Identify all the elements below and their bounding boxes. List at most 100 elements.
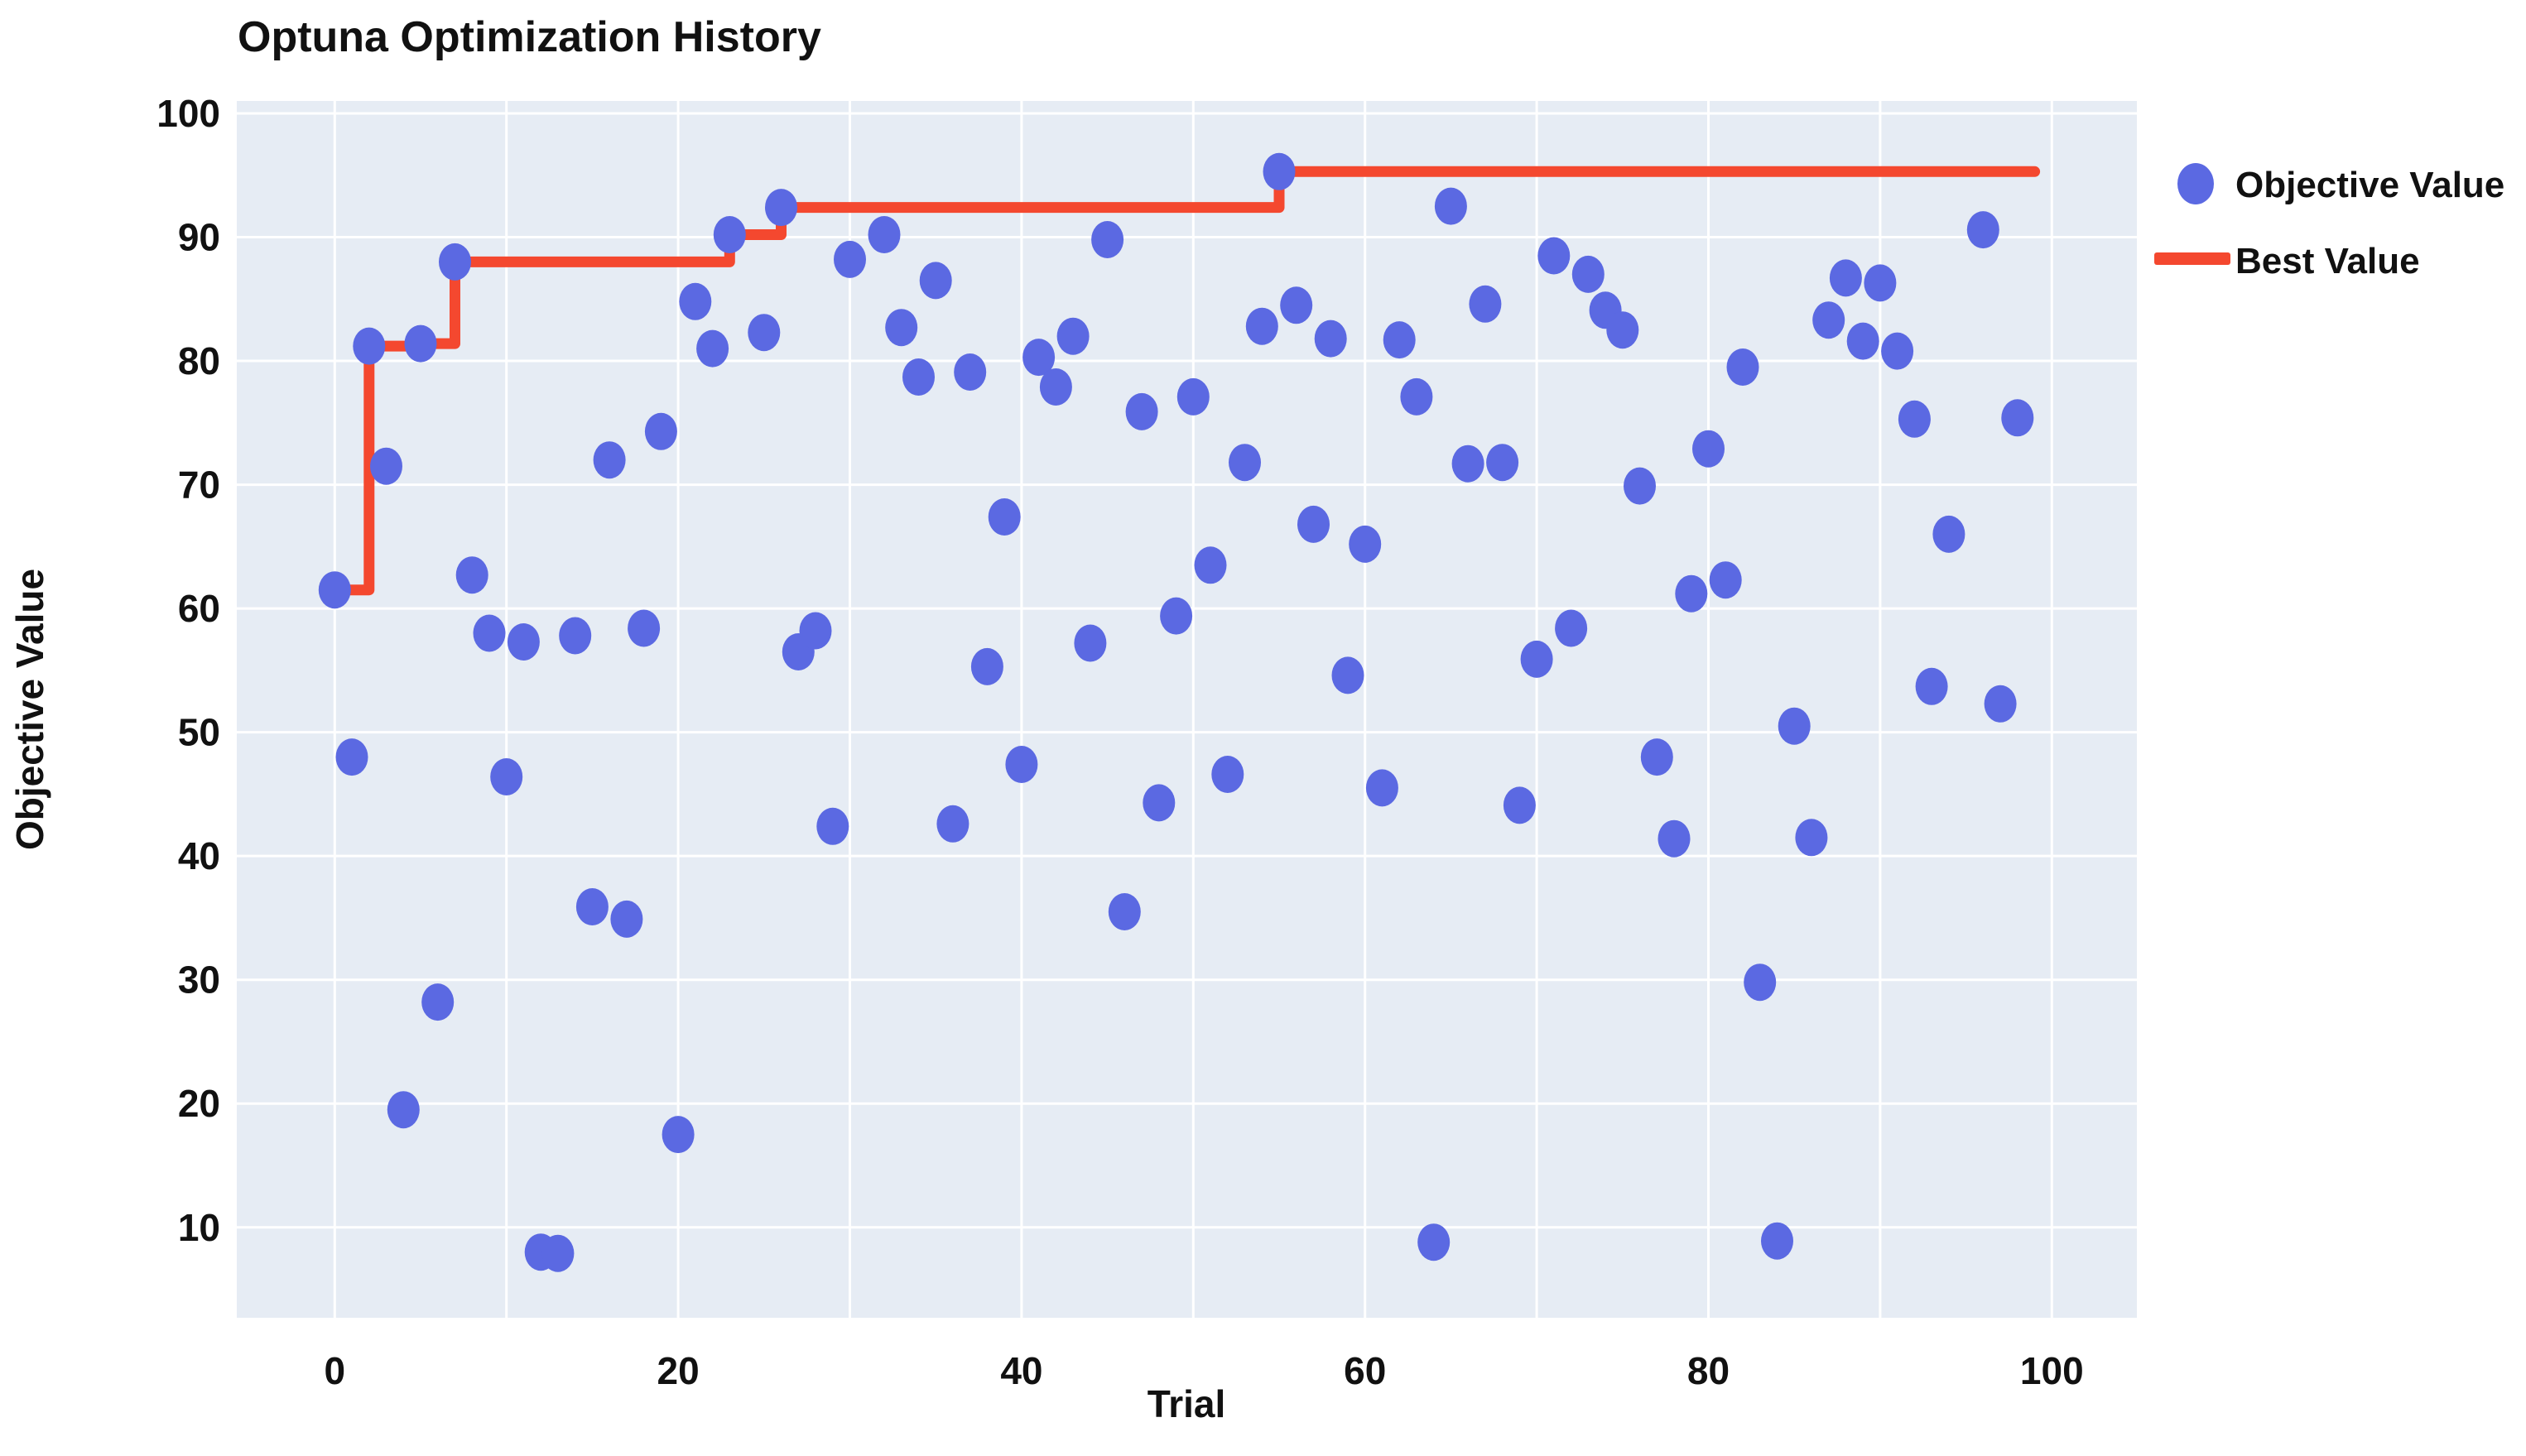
scatter-point[interactable] — [318, 571, 351, 609]
scatter-point[interactable] — [1022, 339, 1056, 377]
scatter-point[interactable] — [1297, 505, 1330, 543]
scatter-point[interactable] — [1091, 221, 1124, 258]
scatter-point[interactable] — [1160, 597, 1193, 635]
scatter-point[interactable] — [1229, 444, 1261, 482]
scatter-point[interactable] — [1314, 320, 1347, 358]
scatter-point[interactable] — [1194, 546, 1227, 584]
scatter-point[interactable] — [559, 617, 592, 655]
scatter-point[interactable] — [1331, 656, 1364, 694]
scatter-point[interactable] — [1417, 1223, 1451, 1261]
scatter-point[interactable] — [954, 353, 987, 391]
scatter-point[interactable] — [1349, 525, 1382, 563]
x-tick-label: 40 — [1000, 1349, 1042, 1392]
scatter-point[interactable] — [1520, 640, 1553, 678]
scatter-point[interactable] — [1726, 348, 1759, 386]
scatter-point[interactable] — [1005, 746, 1038, 783]
scatter-point[interactable] — [1675, 574, 1708, 613]
scatter-point[interactable] — [1211, 756, 1244, 793]
scatter-point[interactable] — [1915, 667, 1948, 705]
scatter-point[interactable] — [679, 282, 712, 320]
scatter-point[interactable] — [1486, 444, 1519, 482]
y-axis-title: Objective Value — [8, 569, 51, 850]
scatter-point[interactable] — [1864, 264, 1897, 302]
scatter-point[interactable] — [1658, 819, 1691, 858]
scatter-point[interactable] — [1125, 392, 1158, 430]
scatter-point[interactable] — [490, 758, 523, 795]
scatter-point[interactable] — [1624, 467, 1656, 505]
scatter-point[interactable] — [1245, 307, 1278, 345]
scatter-point[interactable] — [1898, 400, 1931, 438]
scatter-point[interactable] — [1503, 786, 1536, 824]
scatter-point[interactable] — [1280, 286, 1313, 324]
scatter-point[interactable] — [816, 807, 849, 845]
scatter-point[interactable] — [748, 314, 781, 352]
scatter-point[interactable] — [610, 900, 643, 938]
scatter-point[interactable] — [1778, 707, 1811, 745]
scatter-point[interactable] — [439, 243, 471, 281]
scatter-point[interactable] — [1365, 769, 1398, 807]
legend-item-best[interactable]: Best Value — [2154, 241, 2420, 281]
scatter-point[interactable] — [1400, 377, 1433, 416]
scatter-point[interactable] — [593, 441, 626, 479]
scatter-point[interactable] — [1966, 211, 1999, 249]
scatter-point[interactable] — [1108, 893, 1141, 930]
scatter-point[interactable] — [1555, 609, 1588, 647]
scatter-point[interactable] — [404, 324, 437, 363]
scatter-point[interactable] — [1074, 624, 1107, 662]
scatter-point[interactable] — [970, 647, 1003, 685]
scatter-point[interactable] — [988, 498, 1021, 536]
scatter-point[interactable] — [370, 447, 402, 485]
scatter-point[interactable] — [1383, 321, 1416, 359]
scatter-point[interactable] — [902, 358, 935, 396]
scatter-point[interactable] — [455, 556, 488, 594]
scatter-point[interactable] — [421, 983, 455, 1021]
scatter-point[interactable] — [713, 216, 746, 253]
scatter-point[interactable] — [1056, 317, 1090, 355]
scatter-point[interactable] — [1469, 285, 1502, 323]
scatter-point[interactable] — [1744, 963, 1777, 1002]
scatter-point[interactable] — [799, 612, 832, 650]
scatter-point[interactable] — [1537, 237, 1571, 275]
scatter-point[interactable] — [1932, 515, 1965, 553]
scatter-point[interactable] — [1263, 152, 1296, 190]
scatter-point[interactable] — [1692, 430, 1725, 468]
y-tick-label: 10 — [178, 1206, 220, 1249]
scatter-point[interactable] — [353, 327, 386, 365]
legend-item-objective[interactable]: Objective Value — [2177, 163, 2504, 205]
scatter-point[interactable] — [541, 1234, 575, 1272]
scatter-point[interactable] — [936, 805, 970, 843]
scatter-point[interactable] — [1176, 377, 1210, 416]
scatter-point[interactable] — [335, 738, 368, 776]
scatter-point[interactable] — [387, 1091, 420, 1129]
scatter-point[interactable] — [834, 240, 866, 278]
scatter-point[interactable] — [1881, 332, 1914, 370]
scatter-point[interactable] — [1434, 187, 1467, 225]
scatter-point[interactable] — [1846, 322, 1879, 360]
scatter-point[interactable] — [1143, 784, 1176, 822]
scatter-point[interactable] — [765, 189, 797, 227]
scatter-point[interactable] — [1984, 685, 2017, 723]
plot-area[interactable] — [237, 101, 2137, 1318]
scatter-point[interactable] — [575, 888, 609, 925]
scatter-point[interactable] — [628, 609, 661, 647]
scatter-point[interactable] — [1812, 301, 1845, 339]
scatter-point[interactable] — [1829, 259, 1862, 297]
scatter-point[interactable] — [507, 623, 540, 661]
scatter-point[interactable] — [1795, 819, 1828, 857]
scatter-point[interactable] — [1451, 444, 1484, 483]
scatter-point[interactable] — [1709, 561, 1742, 599]
scatter-point[interactable] — [644, 412, 677, 450]
scatter-point[interactable] — [662, 1116, 695, 1154]
scatter-point[interactable] — [2001, 399, 2034, 437]
scatter-point[interactable] — [885, 309, 918, 347]
x-tick-label: 20 — [657, 1349, 700, 1392]
scatter-point[interactable] — [1606, 311, 1639, 349]
scatter-point[interactable] — [1039, 368, 1072, 406]
scatter-point[interactable] — [1640, 738, 1673, 776]
scatter-point[interactable] — [696, 329, 729, 368]
scatter-point[interactable] — [1761, 1222, 1793, 1260]
scatter-point[interactable] — [919, 262, 952, 300]
scatter-point[interactable] — [868, 216, 901, 253]
scatter-point[interactable] — [473, 614, 506, 652]
scatter-point[interactable] — [1571, 255, 1605, 293]
